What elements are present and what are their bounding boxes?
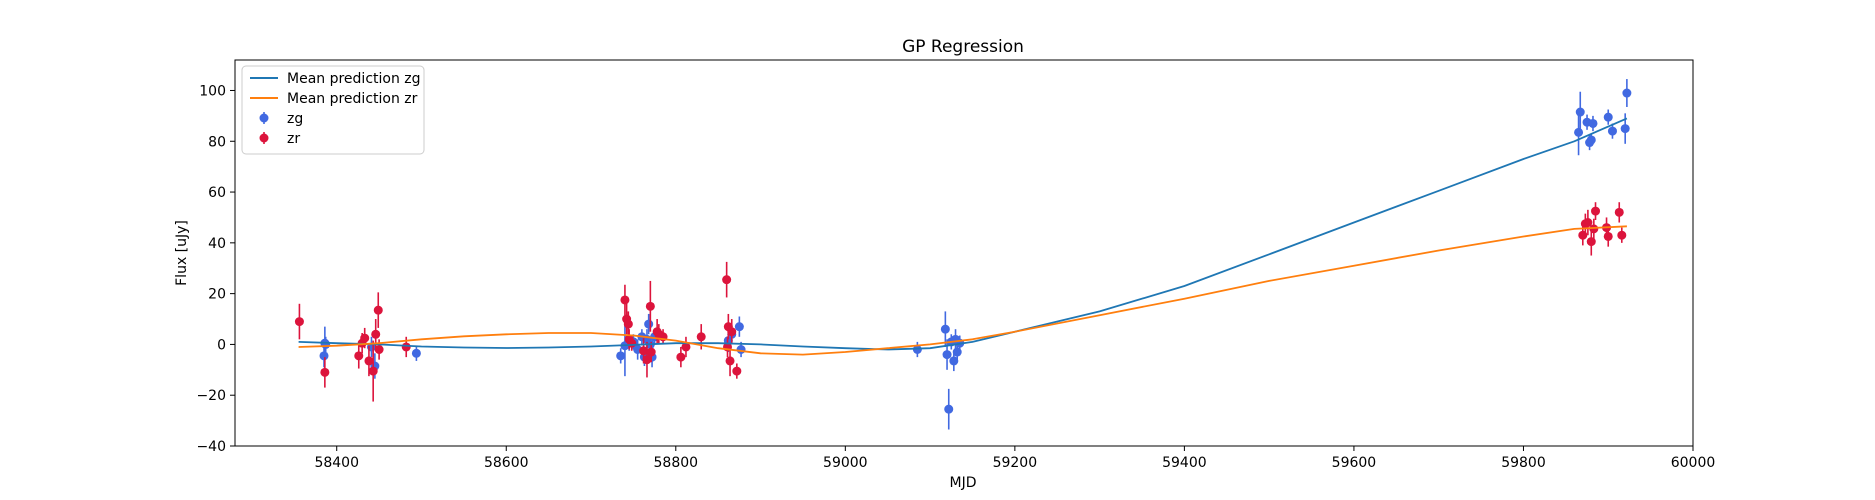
y-axis: −40 −20 0 20 40 60 80 100 xyxy=(196,83,235,455)
legend-items: Mean prediction zg Mean prediction zr zg zr xyxy=(250,71,421,147)
data-point-zg xyxy=(644,319,654,329)
y-tick-label: −40 xyxy=(196,439,226,455)
data-point-zr xyxy=(642,355,652,365)
x-tick-label: 59200 xyxy=(993,455,1038,471)
data-point-zr xyxy=(320,367,330,377)
data-point-zr xyxy=(681,342,691,352)
data-point-zr xyxy=(1614,207,1624,217)
y-tick-label: 0 xyxy=(217,337,226,353)
y-tick-label: 80 xyxy=(208,134,226,150)
data-point-zg xyxy=(949,356,959,366)
data-point-zr xyxy=(627,338,637,348)
x-tick-label: 60000 xyxy=(1671,455,1716,471)
data-point-zg xyxy=(1607,126,1617,136)
legend-label: zr xyxy=(287,131,300,147)
x-tick-label: 59600 xyxy=(1332,455,1377,471)
data-point-zr xyxy=(354,351,364,361)
data-point-zr xyxy=(722,275,732,285)
data-point-zg xyxy=(734,322,744,332)
data-point-zr xyxy=(732,366,742,376)
data-point-zr xyxy=(645,301,655,311)
series-line-mean-prediction-zg xyxy=(298,117,1628,351)
data-point-zg xyxy=(321,339,331,349)
data-point-zr xyxy=(374,345,384,354)
x-tick-label: 59800 xyxy=(1501,455,1546,471)
data-point-zr xyxy=(1586,237,1596,247)
data-point-zr xyxy=(368,366,378,376)
legend: Mean prediction zg Mean prediction zr zg zr xyxy=(241,65,425,155)
series-zr-points xyxy=(294,202,1627,402)
chart-title: GP Regression xyxy=(902,37,1024,57)
data-point-zr xyxy=(364,356,374,366)
y-axis-title: Flux [uJy] xyxy=(174,220,190,286)
plot-background xyxy=(235,60,1693,446)
data-point-zr xyxy=(1589,224,1599,234)
data-point-zg xyxy=(736,345,746,354)
data-point-zg xyxy=(319,351,329,361)
legend-label: zg xyxy=(287,111,303,127)
data-point-zr xyxy=(373,305,383,315)
x-axis-title: MJD xyxy=(950,475,977,491)
legend-frame xyxy=(241,65,425,155)
data-point-zg xyxy=(940,324,950,334)
series-line-mean-prediction-zr xyxy=(298,225,1627,356)
data-point-zr xyxy=(676,352,686,362)
data-point-zr xyxy=(371,329,381,339)
x-tick-label: 59000 xyxy=(823,455,868,471)
data-point-zg xyxy=(944,404,954,414)
data-point-zr xyxy=(725,356,735,366)
data-point-zr xyxy=(646,347,656,357)
plot-area xyxy=(234,59,1694,447)
y-tick-label: 20 xyxy=(208,287,226,303)
data-point-zg xyxy=(942,350,952,360)
data-point-zg xyxy=(1574,127,1584,137)
data-point-zr xyxy=(1603,231,1613,241)
legend-label: Mean prediction zr xyxy=(287,91,418,107)
data-point-zg xyxy=(912,345,922,354)
data-point-zg xyxy=(411,348,421,358)
data-point-zr xyxy=(294,317,304,327)
data-point-zr xyxy=(401,342,411,352)
legend-marker-swatch xyxy=(259,133,269,143)
data-point-zg xyxy=(1622,88,1632,98)
data-point-zr xyxy=(1583,218,1593,228)
plot-frame xyxy=(234,59,1694,447)
data-point-zr xyxy=(696,332,706,342)
data-point-zg xyxy=(1588,118,1598,128)
y-tick-label: 60 xyxy=(208,185,226,201)
legend-label: Mean prediction zg xyxy=(287,71,421,87)
data-point-zg xyxy=(1620,124,1630,134)
y-tick-label: 100 xyxy=(199,83,226,99)
data-point-zr xyxy=(1617,230,1627,240)
x-tick-label: 58800 xyxy=(654,455,699,471)
y-tick-label: 40 xyxy=(208,236,226,252)
data-point-zr xyxy=(727,327,737,337)
data-point-zg xyxy=(616,351,626,361)
x-axis: 58400 58600 58800 59000 59200 59400 59600 59800… xyxy=(314,446,1715,471)
data-point-zr xyxy=(620,295,630,305)
y-tick-label: −20 xyxy=(196,388,226,404)
data-point-zr xyxy=(639,346,649,356)
x-tick-label: 58600 xyxy=(484,455,529,471)
x-tick-label: 59400 xyxy=(1162,455,1207,471)
data-point-zg xyxy=(1586,135,1596,145)
data-point-zr xyxy=(1591,206,1601,216)
data-point-zg xyxy=(1603,112,1613,122)
data-point-zr xyxy=(623,319,633,329)
legend-marker-swatch xyxy=(259,113,269,123)
x-tick-label: 58400 xyxy=(314,455,359,471)
data-point-zg xyxy=(1575,107,1585,117)
series-layer xyxy=(294,79,1632,430)
data-point-zr xyxy=(360,333,370,343)
